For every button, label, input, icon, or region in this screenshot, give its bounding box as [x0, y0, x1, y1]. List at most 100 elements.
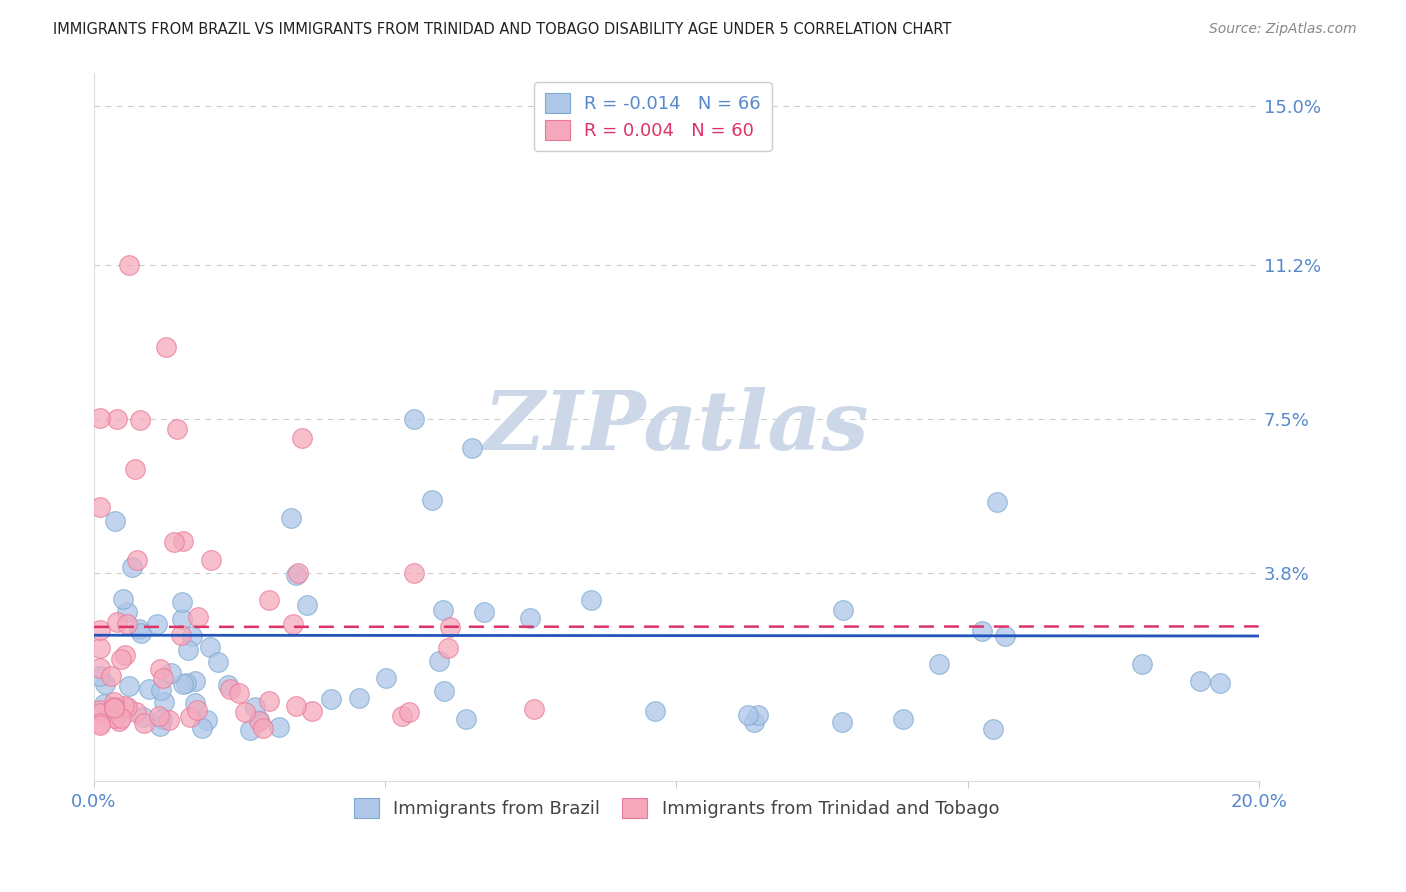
Point: [105, 615, 128, 629]
Point: [172, 677, 194, 691]
Point: [89, 623, 111, 637]
Point: [519, 611, 541, 625]
Point: [177, 643, 200, 657]
Point: [523, 702, 546, 716]
Point: [981, 722, 1004, 736]
Point: [128, 413, 150, 427]
Point: [110, 651, 132, 665]
Point: [148, 662, 170, 676]
Point: [152, 695, 174, 709]
Point: [105, 411, 128, 425]
Point: [118, 680, 141, 694]
Point: [112, 699, 135, 714]
Point: [89, 661, 111, 675]
Point: [472, 605, 495, 619]
Point: [219, 682, 242, 697]
Point: [107, 714, 129, 728]
Point: [100, 669, 122, 683]
Point: [831, 715, 853, 730]
Point: [184, 674, 207, 689]
Point: [132, 710, 155, 724]
Point: [439, 620, 461, 634]
Point: [121, 560, 143, 574]
Point: [994, 629, 1017, 643]
Point: [747, 707, 769, 722]
Point: [179, 710, 201, 724]
Point: [319, 692, 342, 706]
Point: [148, 708, 170, 723]
Point: [89, 706, 111, 721]
Point: [170, 628, 193, 642]
Point: [285, 567, 308, 582]
Point: [125, 705, 148, 719]
Point: [301, 704, 323, 718]
Point: [375, 671, 398, 685]
Point: [295, 599, 318, 613]
Point: [104, 514, 127, 528]
Point: [191, 721, 214, 735]
Point: [114, 648, 136, 662]
Point: [252, 722, 274, 736]
Text: IMMIGRANTS FROM BRAZIL VS IMMIGRANTS FROM TRINIDAD AND TOBAGO DISABILITY AGE UND: IMMIGRANTS FROM BRAZIL VS IMMIGRANTS FRO…: [53, 22, 952, 37]
Point: [228, 686, 250, 700]
Point: [391, 709, 413, 723]
Point: [198, 640, 221, 654]
Point: [832, 602, 855, 616]
Point: [150, 712, 173, 726]
Point: [437, 641, 460, 656]
Point: [986, 495, 1008, 509]
Point: [267, 720, 290, 734]
Point: [146, 616, 169, 631]
Point: [233, 705, 256, 719]
Point: [128, 623, 150, 637]
Point: [207, 656, 229, 670]
Point: [1189, 673, 1212, 688]
Point: [124, 461, 146, 475]
Text: ZIPatlas: ZIPatlas: [484, 387, 869, 467]
Point: [103, 695, 125, 709]
Point: [117, 617, 139, 632]
Point: [1209, 676, 1232, 690]
Point: [249, 713, 271, 727]
Point: [89, 716, 111, 731]
Point: [93, 697, 115, 711]
Point: [89, 500, 111, 514]
Point: [170, 612, 193, 626]
Point: [111, 591, 134, 606]
Point: [891, 713, 914, 727]
Point: [579, 593, 602, 607]
Point: [103, 699, 125, 714]
Point: [104, 710, 127, 724]
Point: [125, 553, 148, 567]
Point: [737, 708, 759, 723]
Text: Source: ZipAtlas.com: Source: ZipAtlas.com: [1209, 22, 1357, 37]
Point: [150, 683, 173, 698]
Point: [461, 441, 484, 455]
Legend: Immigrants from Brazil, Immigrants from Trinidad and Tobago: Immigrants from Brazil, Immigrants from …: [346, 790, 1007, 825]
Point: [181, 629, 204, 643]
Point: [89, 410, 111, 425]
Point: [347, 690, 370, 705]
Point: [162, 535, 184, 549]
Point: [184, 696, 207, 710]
Point: [427, 654, 450, 668]
Point: [174, 675, 197, 690]
Point: [110, 711, 132, 725]
Point: [170, 595, 193, 609]
Point: [287, 566, 309, 580]
Point: [291, 432, 314, 446]
Point: [152, 671, 174, 685]
Point: [285, 699, 308, 714]
Point: [454, 713, 477, 727]
Point: [644, 704, 666, 718]
Point: [115, 700, 138, 714]
Point: [247, 714, 270, 728]
Point: [160, 665, 183, 680]
Point: [420, 493, 443, 508]
Point: [404, 411, 426, 425]
Point: [187, 610, 209, 624]
Point: [398, 705, 420, 719]
Point: [928, 657, 950, 671]
Point: [239, 723, 262, 738]
Point: [118, 258, 141, 272]
